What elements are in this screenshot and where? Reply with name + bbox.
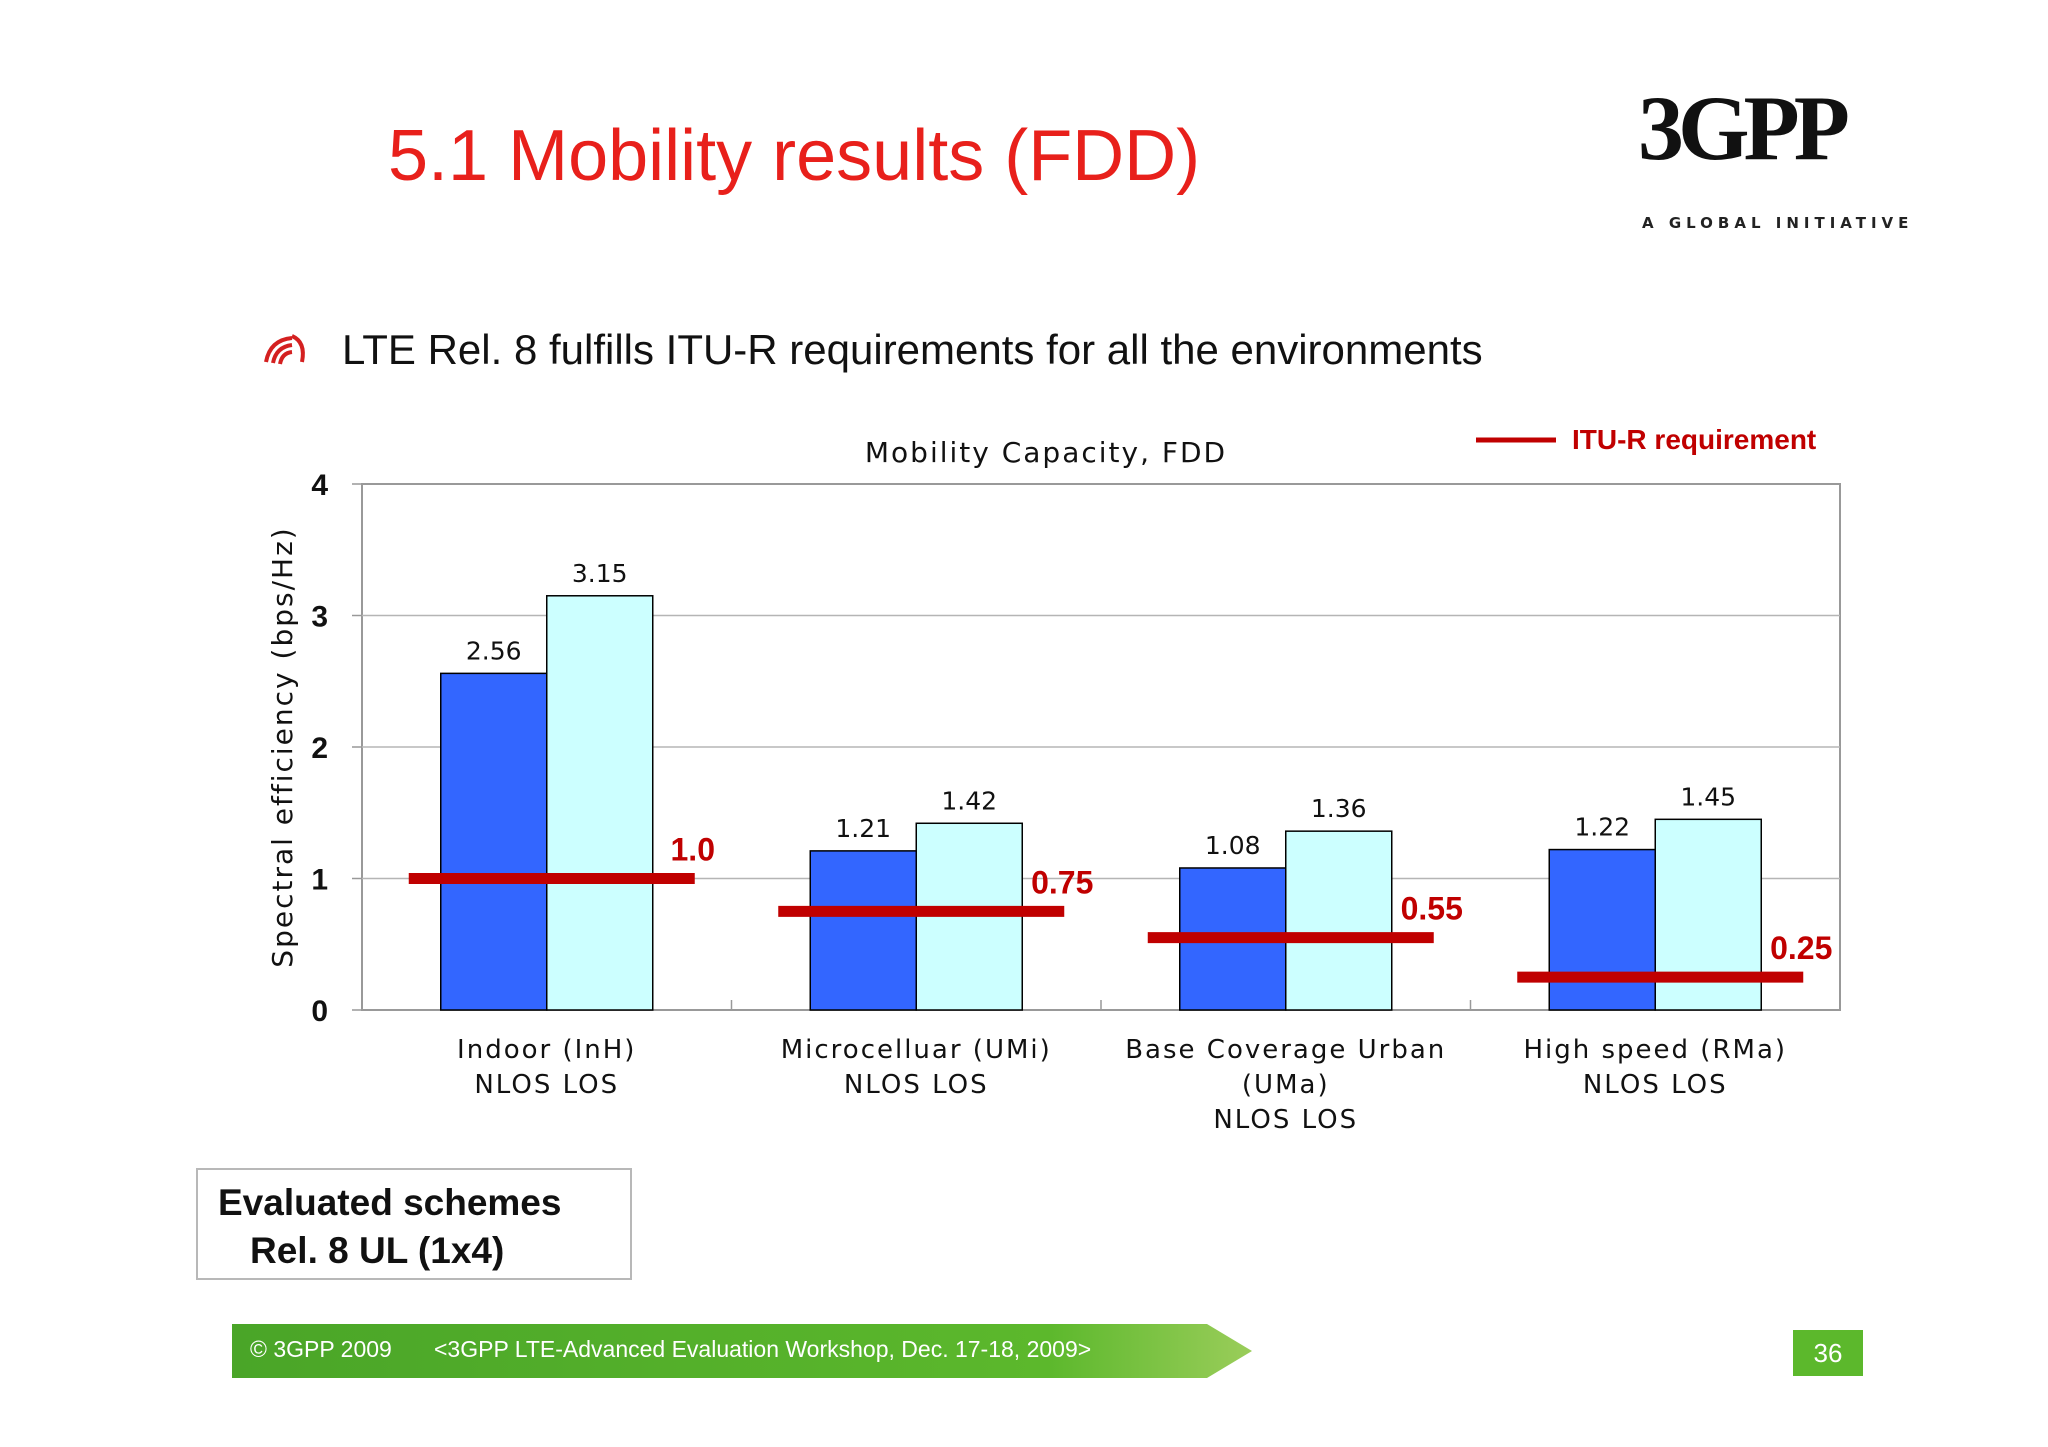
3gpp-logo: 3GPP A GLOBAL INITIATIVE (1628, 77, 1908, 242)
y-tick-label: 0 (311, 995, 328, 1028)
category-label: NLOS LOS (1213, 1105, 1358, 1135)
category-label: Indoor (InH) (457, 1035, 636, 1065)
category-label: NLOS LOS (474, 1070, 619, 1100)
y-tick-label: 1 (311, 864, 328, 897)
category-label: Base Coverage Urban (1125, 1035, 1446, 1065)
y-tick-label: 4 (311, 469, 328, 502)
footer-event: <3GPP LTE-Advanced Evaluation Workshop, … (434, 1336, 1092, 1362)
bar-value-label: 1.45 (1680, 782, 1736, 811)
label-layer: 0 1 2 3 4 2.56 3.15 1.0 Indoor (InH) NLOS LOS 1.21… (311, 469, 1832, 1135)
requirement-value-label: 0.55 (1401, 891, 1463, 927)
category-label: Microcelluar (UMi) (781, 1035, 1052, 1065)
bar-value-label: 1.21 (835, 814, 891, 843)
y-tick-label: 2 (311, 732, 328, 765)
bar-value-label: 1.42 (941, 786, 997, 815)
category-separators (730, 1000, 1472, 1010)
chart-title: Mobility Capacity, FDD (865, 436, 1227, 469)
logo-mark: 3GPP (1638, 77, 1850, 179)
bar-value-label: 1.08 (1205, 831, 1261, 860)
y-tick-label: 3 (311, 601, 328, 634)
bullet-text: LTE Rel. 8 fulfills ITU-R requirements f… (342, 326, 1483, 373)
requirement-value-label: 0.25 (1770, 930, 1832, 966)
bar-value-label: 2.56 (466, 636, 522, 665)
bar-nlos (1548, 848, 1656, 1011)
bar-nlos (440, 672, 548, 1011)
page-number: 36 (1793, 1330, 1863, 1376)
logo-tagline: A GLOBAL INITIATIVE (1642, 214, 1914, 232)
bar-los (1285, 830, 1393, 1011)
category-label: NLOS LOS (844, 1070, 989, 1100)
bar-nlos (809, 850, 917, 1011)
footer-bar (232, 1324, 1252, 1378)
schemes-title: Evaluated schemes (218, 1182, 562, 1223)
signal-wave-icon (264, 334, 305, 365)
requirement-value-label: 0.75 (1031, 864, 1093, 900)
category-label: (UMa) (1242, 1070, 1330, 1100)
bar-value-label: 1.22 (1574, 813, 1630, 842)
evaluated-schemes-box: Evaluated schemes Rel. 8 UL (1x4) (196, 1168, 632, 1280)
requirement-value-label: 1.0 (671, 832, 715, 868)
footer-copyright: © 3GPP 2009 (250, 1336, 392, 1362)
schemes-item: Rel. 8 UL (1x4) (250, 1230, 505, 1271)
bar-value-label: 3.15 (572, 559, 628, 588)
y-axis-label: Spectral efficiency (bps/Hz) (266, 526, 299, 967)
legend-label: ITU-R requirement (1572, 424, 1816, 455)
bar-los (546, 595, 654, 1011)
bar-value-label: 1.36 (1311, 794, 1367, 823)
category-label: NLOS LOS (1583, 1070, 1728, 1100)
category-label: High speed (RMa) (1523, 1035, 1787, 1065)
slide-title: 5.1 Mobility results (FDD) (388, 116, 1201, 196)
requirement-layer (408, 873, 1804, 983)
